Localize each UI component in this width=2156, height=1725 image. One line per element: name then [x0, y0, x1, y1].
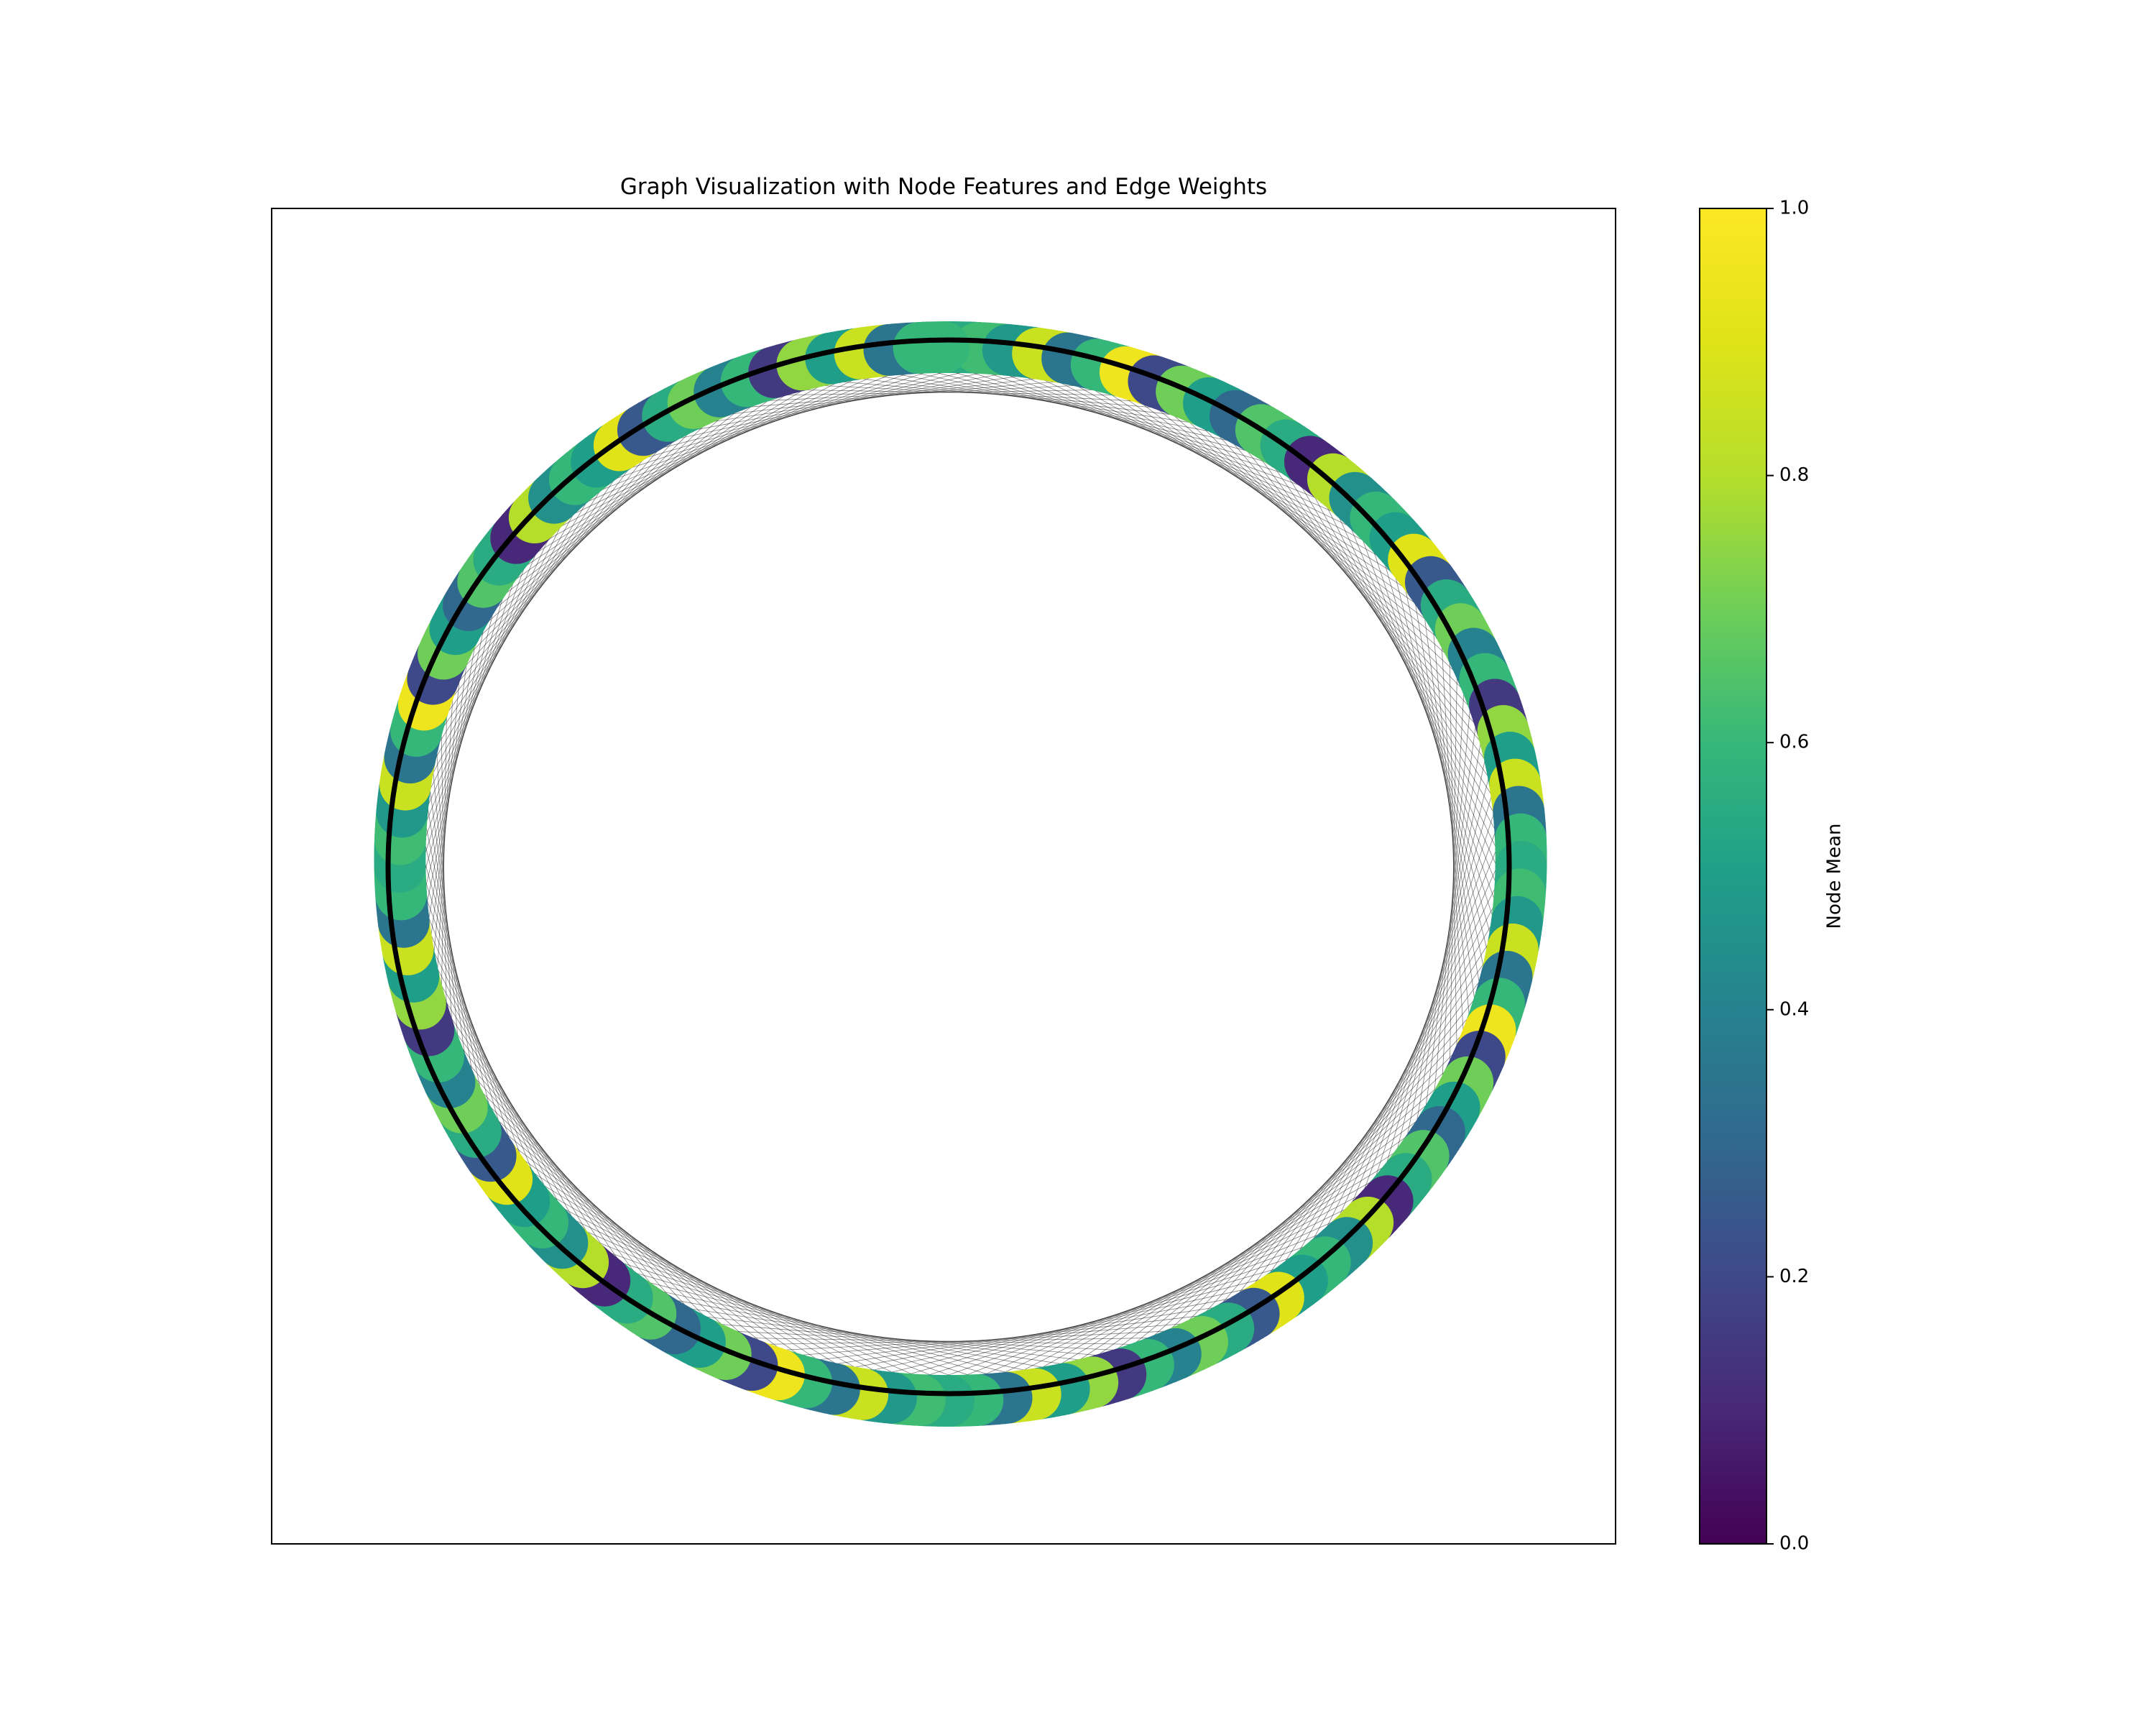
graph-edge — [1409, 714, 1486, 1168]
graph-edge — [999, 1155, 1418, 1392]
node-outline-layer — [385, 337, 1512, 1397]
graph-edge — [1169, 1005, 1490, 1351]
graph-edge — [1419, 581, 1480, 1037]
graph-edge — [1397, 732, 1491, 1182]
colorbar: 0.0 0.2 0.4 0.6 0.8 1.0 Node Mean — [1699, 198, 1846, 1555]
graph-edge — [1385, 536, 1496, 984]
colorbar-tick-label: 1.0 — [1779, 198, 1809, 219]
graph-edge — [1151, 1022, 1485, 1358]
plot-frame — [271, 208, 1616, 1545]
graph-edge — [1018, 1139, 1429, 1390]
chart-title: Graph Visualization with Node Features a… — [620, 174, 1267, 200]
graph-edge — [862, 1253, 1330, 1388]
graph-edge — [1238, 415, 1506, 801]
graph-edge — [731, 1328, 1219, 1353]
graph-edge — [1429, 597, 1473, 1054]
colorbar-tick-label: 0.6 — [1779, 732, 1809, 753]
graph-edge — [661, 1319, 1148, 1360]
graph-edge — [901, 1227, 1358, 1392]
graph-edge — [1077, 1090, 1456, 1380]
colorbar-tick-label: 0.8 — [1779, 464, 1809, 486]
graph-edge — [1346, 804, 1506, 1238]
graph-edge — [1346, 495, 1506, 929]
graph-edge — [1038, 1123, 1438, 1387]
graph-edge — [1419, 696, 1480, 1152]
graph-edge — [597, 1276, 1073, 1381]
graph-edge — [1255, 426, 1508, 819]
graph-edge — [1448, 629, 1458, 1088]
graph-edge — [612, 1288, 1092, 1377]
colorbar-ticks: 0.0 0.2 0.4 0.6 0.8 1.0 — [1766, 198, 1809, 1555]
graph-edge — [1222, 951, 1503, 1327]
graph-edge — [1287, 878, 1510, 1287]
graph-edge — [1360, 509, 1503, 948]
graph-edge — [960, 1184, 1396, 1394]
colorbar-tick-label: 0.2 — [1779, 1266, 1809, 1287]
graph-edge — [882, 1240, 1344, 1391]
graph-edge — [1287, 447, 1510, 856]
graph-edge — [1448, 645, 1458, 1105]
graph-edge — [1238, 932, 1506, 1318]
graph-edge — [1317, 470, 1509, 893]
graph-edge — [1439, 663, 1466, 1121]
graph-edge — [1332, 822, 1508, 1251]
graph-edge — [805, 1288, 1285, 1377]
graph-edge — [1271, 896, 1509, 1298]
graph-edge — [628, 1299, 1111, 1372]
graph-edge — [1397, 551, 1491, 1002]
graph-edge — [1317, 841, 1509, 1264]
colorbar-tick-label: 0.0 — [1779, 1533, 1809, 1555]
graph-edge — [1204, 969, 1499, 1336]
node-layer — [374, 321, 1547, 1427]
graph-edge — [1114, 1057, 1472, 1371]
graph-edge — [1095, 1074, 1465, 1376]
graph-edge — [1373, 523, 1500, 966]
graph-edge — [1057, 1107, 1447, 1384]
graph-node — [918, 321, 970, 374]
graph-edge — [786, 1299, 1269, 1372]
graph-edge — [1360, 786, 1503, 1225]
graph-edge — [696, 1336, 1184, 1346]
graph-edge — [750, 1319, 1236, 1360]
graph-edge — [1373, 768, 1500, 1211]
graph-edge — [1302, 458, 1510, 875]
graph-edge — [1133, 1039, 1478, 1365]
graph-edge — [1255, 914, 1508, 1308]
graph-edge — [921, 1213, 1370, 1394]
graph-edge — [980, 1170, 1407, 1394]
graph-edge — [941, 1200, 1383, 1394]
graph-edge — [1302, 859, 1510, 1276]
colorbar-gradient — [1699, 208, 1767, 1545]
graph-edge — [1271, 436, 1509, 838]
node-outline-band — [385, 337, 1512, 1397]
graph-edge — [843, 1265, 1315, 1385]
graph-edge — [1409, 566, 1486, 1019]
colorbar-tick-label: 0.4 — [1779, 998, 1809, 1020]
graph-edge — [1429, 679, 1473, 1137]
colorbar-label: Node Mean — [1824, 824, 1846, 929]
graph-edge — [645, 1309, 1130, 1366]
graph-edge — [714, 1336, 1202, 1346]
graph-edge — [1439, 613, 1466, 1071]
plot-area — [374, 321, 1547, 1427]
graph-edge — [824, 1276, 1300, 1381]
graph-edge — [768, 1309, 1253, 1366]
graph-edge — [1332, 482, 1508, 911]
graph-edge — [1187, 987, 1495, 1344]
graph-edge — [678, 1328, 1166, 1353]
graph-edge — [1385, 750, 1496, 1197]
